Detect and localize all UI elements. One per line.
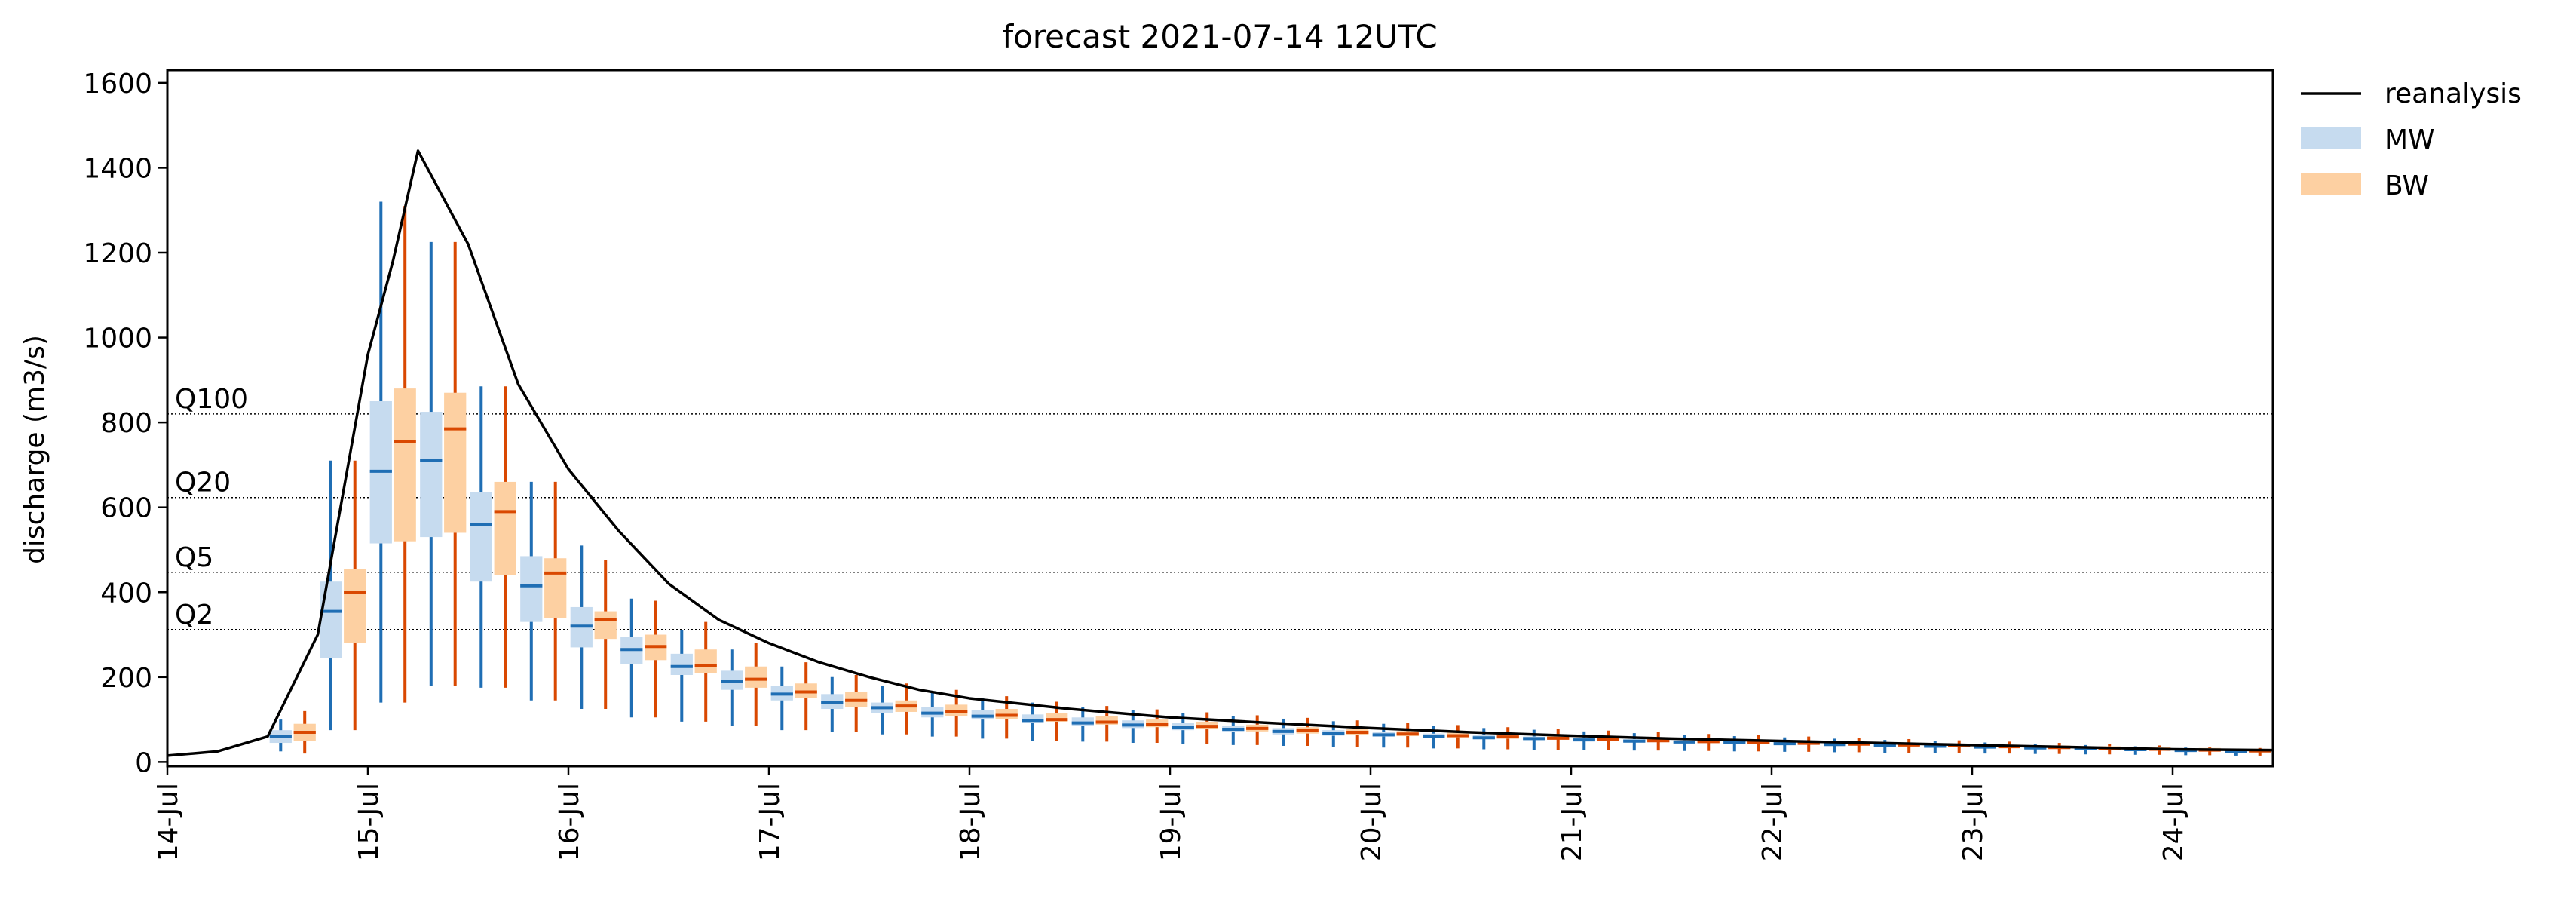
x-tick-label: 17-Jul xyxy=(755,783,786,861)
y-tick-label: 1200 xyxy=(83,238,152,269)
threshold-label: Q5 xyxy=(175,542,213,573)
bw-box xyxy=(1046,713,1068,722)
bw-box xyxy=(444,392,467,533)
bw-box xyxy=(694,649,717,673)
legend-swatch-mw xyxy=(2301,127,2361,149)
bw-box xyxy=(544,558,567,618)
mw-box xyxy=(420,412,443,538)
legend: reanalysis MW BW xyxy=(2301,78,2522,201)
chart-title: forecast 2021-07-14 12UTC xyxy=(1002,18,1437,55)
bw-box xyxy=(745,666,767,688)
threshold-label: Q2 xyxy=(175,600,213,630)
bw-box xyxy=(594,611,617,640)
legend-label-mw: MW xyxy=(2385,124,2435,155)
threshold-label: Q20 xyxy=(175,468,231,499)
legend-label-bw: BW xyxy=(2385,170,2429,201)
x-tick-label: 14-Jul xyxy=(153,783,184,861)
bw-box xyxy=(494,481,516,575)
axes: 0 200 400 600 800 1000 1200 1400 1600 14-Jul 15-Ju… xyxy=(83,69,2274,861)
x-tick-label: 20-Jul xyxy=(1356,783,1387,861)
mw-box xyxy=(670,653,693,675)
threshold-label: Q100 xyxy=(175,384,248,415)
reanalysis-line xyxy=(167,149,2274,757)
mw-box xyxy=(1022,714,1044,723)
x-tick-label: 21-Jul xyxy=(1557,783,1588,861)
bw-box xyxy=(394,388,416,542)
x-tick-label: 15-Jul xyxy=(354,783,384,861)
x-tick-label: 18-Jul xyxy=(955,783,986,861)
bw-box xyxy=(344,569,366,643)
forecast-boxplots xyxy=(269,201,2271,756)
plot-frame xyxy=(166,69,2274,768)
x-tick-label: 24-Jul xyxy=(2158,783,2189,861)
mw-box xyxy=(470,492,492,582)
y-tick-label: 0 xyxy=(135,747,152,778)
mw-box xyxy=(520,556,543,622)
x-tick-label: 22-Jul xyxy=(1757,783,1788,861)
legend-label-reanalysis: reanalysis xyxy=(2385,78,2522,109)
bw-box xyxy=(1095,716,1118,725)
y-tick-label: 400 xyxy=(100,578,152,609)
threshold-lines: Q100 Q20 Q5 Q2 xyxy=(167,384,2273,630)
x-tick-label: 19-Jul xyxy=(1156,783,1187,861)
x-tick-label: 23-Jul xyxy=(1958,783,1989,861)
y-tick-label: 600 xyxy=(100,493,152,524)
y-tick-label: 200 xyxy=(100,663,152,694)
y-tick-label: 1000 xyxy=(83,324,152,354)
mw-box xyxy=(320,581,342,658)
y-axis-label: discharge (m3/s) xyxy=(20,335,51,564)
y-tick-label: 1400 xyxy=(83,153,152,184)
y-tick-label: 1600 xyxy=(83,69,152,100)
legend-swatch-bw xyxy=(2301,173,2361,195)
x-tick-label: 16-Jul xyxy=(554,783,585,861)
y-tick-label: 800 xyxy=(100,408,152,439)
reanalysis-layer xyxy=(167,149,2274,757)
